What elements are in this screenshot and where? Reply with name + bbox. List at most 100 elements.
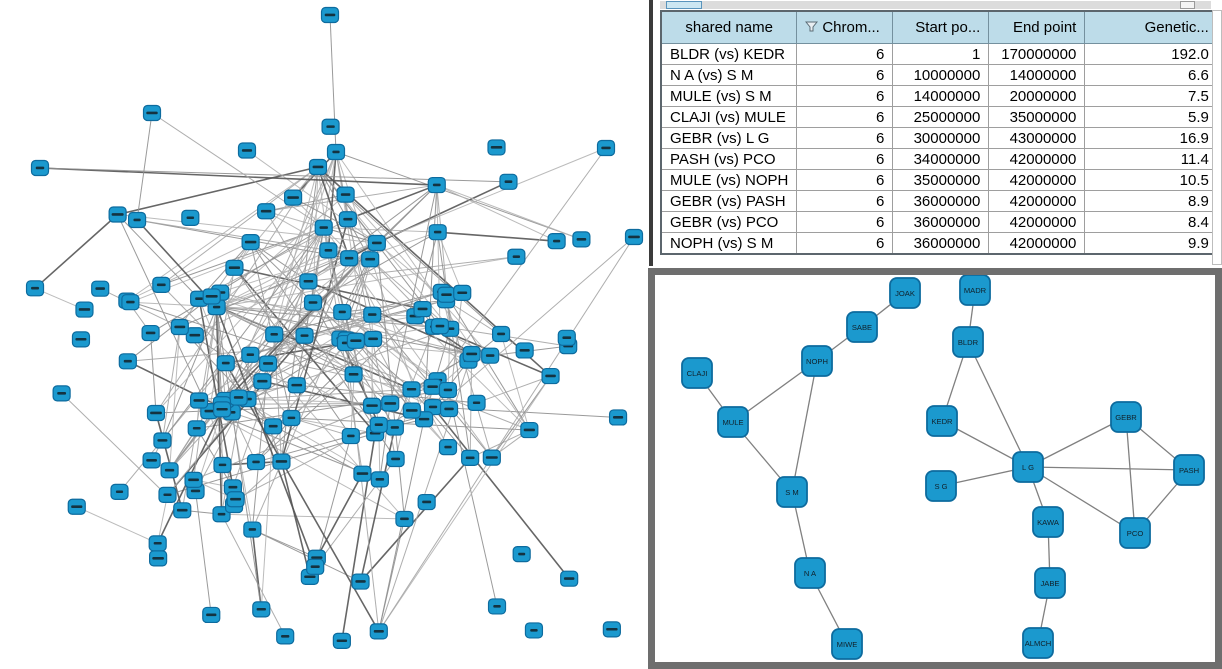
table-row[interactable]: PASH (vs) PCO 6 34000000 42000000 11.4 (660, 148, 1219, 170)
cell-value[interactable]: 170000000 (988, 43, 1086, 65)
node-almch[interactable]: ALMCH (1022, 627, 1054, 659)
cell-value[interactable]: 25000000 (892, 106, 990, 128)
network-node[interactable] (295, 327, 314, 344)
network-node[interactable] (624, 228, 644, 246)
network-node[interactable] (363, 306, 382, 323)
network-node[interactable] (333, 303, 352, 321)
column-header-3[interactable]: End point (988, 10, 1086, 44)
network-node[interactable] (370, 471, 389, 488)
table-row[interactable]: MULE (vs) NOPH 6 35000000 42000000 10.5 (660, 169, 1219, 191)
cell-value[interactable]: 6 (796, 232, 894, 255)
network-node[interactable] (524, 622, 544, 639)
network-node[interactable] (142, 452, 161, 469)
cell-shared-name[interactable]: CLAJI (vs) MULE (660, 106, 798, 128)
network-node[interactable] (338, 211, 358, 228)
network-node[interactable] (491, 325, 511, 343)
network-node[interactable] (148, 535, 167, 552)
table-row[interactable]: BLDR (vs) KEDR 6 1 170000000 192.0 (660, 43, 1219, 65)
cell-value[interactable]: 42000000 (988, 190, 1086, 212)
network-node[interactable] (241, 346, 260, 363)
cell-value[interactable]: 36000000 (892, 190, 990, 212)
network-view-selection[interactable]: JOAK SABE NOPH CLAJI MULE S M N A MIWE MADR BLDR K… (648, 268, 1222, 669)
node-mule[interactable]: MULE (717, 406, 749, 438)
network-node[interactable] (541, 367, 560, 385)
network-node[interactable] (71, 331, 91, 348)
network-node[interactable] (258, 355, 278, 372)
cell-shared-name[interactable]: BLDR (vs) KEDR (660, 43, 798, 65)
network-node[interactable] (229, 389, 248, 406)
cell-value[interactable]: 11.4 (1084, 148, 1219, 170)
network-node[interactable] (362, 397, 382, 414)
network-node[interactable] (287, 377, 306, 394)
cell-value[interactable]: 14000000 (988, 64, 1086, 86)
main-network-canvas[interactable] (0, 0, 648, 669)
node-pco[interactable]: PCO (1119, 517, 1151, 549)
network-node[interactable] (608, 409, 628, 426)
table-scroll-strip[interactable] (660, 1, 1211, 9)
cell-value[interactable]: 6 (796, 85, 894, 107)
cell-value[interactable]: 36000000 (892, 211, 990, 233)
network-node[interactable] (332, 632, 351, 649)
network-node[interactable] (346, 332, 365, 349)
cell-value[interactable]: 6 (796, 64, 894, 86)
network-node[interactable] (381, 395, 400, 412)
cell-value[interactable]: 10000000 (892, 64, 990, 86)
cell-value[interactable]: 20000000 (988, 85, 1086, 107)
cell-value[interactable]: 42000000 (988, 169, 1086, 191)
network-node[interactable] (512, 546, 531, 563)
node-pash[interactable]: PASH (1173, 454, 1205, 486)
cell-value[interactable]: 6 (796, 211, 894, 233)
node-kawa[interactable]: KAWA (1032, 506, 1064, 538)
network-node[interactable] (386, 450, 405, 468)
network-node[interactable] (30, 159, 50, 177)
network-node[interactable] (507, 248, 526, 265)
network-node[interactable] (499, 173, 518, 190)
network-node[interactable] (237, 142, 257, 159)
network-node[interactable] (299, 273, 318, 290)
cell-shared-name[interactable]: GEBR (vs) L G (660, 127, 798, 149)
network-node[interactable] (243, 521, 262, 538)
network-node[interactable] (363, 330, 383, 348)
network-node[interactable] (319, 242, 338, 259)
network-node[interactable] (118, 353, 137, 370)
network-node[interactable] (402, 381, 421, 398)
network-node[interactable] (189, 392, 209, 409)
cell-shared-name[interactable]: PASH (vs) PCO (660, 148, 798, 170)
cell-value[interactable]: 34000000 (892, 148, 990, 170)
network-node[interactable] (428, 224, 447, 241)
network-node[interactable] (547, 233, 566, 250)
network-node[interactable] (303, 294, 323, 311)
network-node[interactable] (340, 250, 359, 267)
network-node[interactable] (212, 401, 232, 418)
network-node[interactable] (326, 143, 346, 161)
network-node[interactable] (187, 420, 206, 437)
network-node[interactable] (91, 280, 110, 297)
network-node[interactable] (461, 449, 480, 466)
network-node[interactable] (306, 558, 325, 575)
network-node[interactable] (216, 355, 235, 372)
cell-value[interactable]: 6 (796, 148, 894, 170)
cell-value[interactable]: 43000000 (988, 127, 1086, 149)
node-s-g[interactable]: S G (925, 470, 957, 502)
network-node[interactable] (185, 327, 204, 344)
network-node[interactable] (184, 471, 203, 488)
table-row[interactable]: N A (vs) S M 6 10000000 14000000 6.6 (660, 64, 1219, 86)
cell-value[interactable]: 6.6 (1084, 64, 1219, 86)
network-node[interactable] (308, 158, 328, 176)
network-node[interactable] (202, 288, 221, 305)
network-node[interactable] (257, 203, 276, 220)
cell-value[interactable]: 36000000 (892, 232, 990, 255)
cell-value[interactable]: 42000000 (988, 148, 1086, 170)
network-node[interactable] (482, 449, 501, 466)
network-node[interactable] (246, 453, 266, 471)
network-node[interactable] (252, 601, 271, 618)
network-node[interactable] (487, 139, 506, 156)
cell-value[interactable]: 8.9 (1084, 190, 1219, 212)
cell-value[interactable]: 192.0 (1084, 43, 1219, 65)
network-node[interactable] (369, 623, 388, 640)
cell-shared-name[interactable]: NOPH (vs) S M (660, 232, 798, 255)
network-node[interactable] (158, 486, 177, 503)
cell-value[interactable]: 6 (796, 43, 894, 65)
cell-shared-name[interactable]: GEBR (vs) PCO (660, 211, 798, 233)
node-jabe[interactable]: JABE (1034, 567, 1066, 599)
